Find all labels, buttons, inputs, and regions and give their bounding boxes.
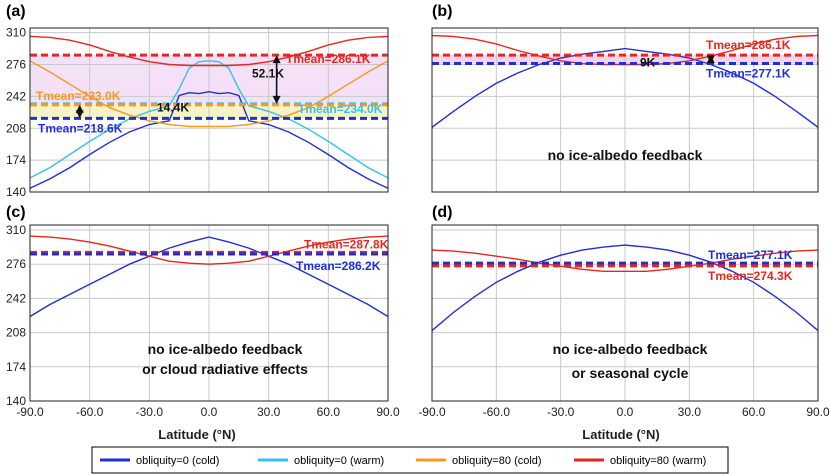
panel-label: (c) — [6, 204, 26, 221]
y-tick-label: 242 — [6, 89, 26, 103]
y-tick-label: 208 — [6, 121, 26, 135]
legend-box — [91, 446, 729, 474]
legend: obliquity=0 (cold) obliquity=0 (warm) obli… — [91, 446, 729, 474]
x-tick-label: 90.0 — [376, 405, 400, 419]
x-tick-label: -60.0 — [76, 405, 104, 419]
series-line-cold0 — [432, 47, 818, 128]
arrow-head-up — [272, 55, 281, 64]
panel-label: (a) — [6, 3, 26, 20]
annotation-text: Tmean=234.0K — [298, 102, 383, 116]
arrow-head-down — [706, 55, 715, 64]
annotation-text: 9K — [640, 55, 656, 69]
annotation-text: Tmean=277.1K — [706, 67, 791, 81]
series-line-warm0 — [30, 60, 388, 179]
series-line-cold0 — [30, 236, 388, 318]
x-tick-label: -90.0 — [16, 405, 44, 419]
legend-label: obliquity=80 (cold) — [452, 455, 542, 467]
x-tick-label: 30.0 — [257, 405, 281, 419]
annotation-text: Tmean=286.2K — [296, 259, 381, 273]
annotation-text: Tmean=218.6K — [38, 121, 123, 135]
plot-frame — [431, 224, 819, 402]
x-tick-label: -90.0 — [418, 405, 446, 419]
annotation-text: 14.4K — [157, 100, 189, 114]
panel-a: 140 174 208 242 276 310 Tmean=286.1K Tmean=233.… — [6, 3, 389, 199]
x-tick-label: 0.0 — [201, 405, 218, 419]
panel-d: -90.0 -60.0 -30.0 0.0 30.0 60.0 90.0 Tmean=277.… — [418, 204, 830, 419]
panel-label: (d) — [432, 204, 452, 221]
arrow-head-down — [75, 110, 84, 119]
arrow-head-down — [272, 95, 281, 104]
series-line-cold0 — [432, 244, 818, 332]
series-line-cold80 — [30, 60, 388, 128]
x-tick-label: -30.0 — [547, 405, 575, 419]
panel-label: (b) — [432, 3, 452, 20]
annotation-text: Tmean=286.1K — [706, 38, 791, 52]
y-tick-label: 140 — [6, 394, 26, 408]
plot-frame — [29, 224, 389, 402]
y-tick-label: 276 — [6, 58, 26, 72]
series-line-warm80 — [432, 249, 818, 272]
y-tick-label: 174 — [6, 360, 26, 374]
y-tick-label: 310 — [6, 26, 26, 40]
x-tick-label: 30.0 — [678, 405, 702, 419]
x-axis-label-right: Latitude (°N) — [582, 427, 659, 442]
x-tick-label: 60.0 — [742, 405, 766, 419]
x-axis-label-left: Latitude (°N) — [158, 427, 235, 442]
x-tick-label: -60.0 — [483, 405, 511, 419]
plot-frame — [29, 27, 389, 193]
y-tick-label: 140 — [6, 185, 26, 199]
legend-label: obliquity=0 (cold) — [136, 455, 219, 467]
x-tick-label: 90.0 — [806, 405, 830, 419]
annotation-text: Tmean=287.8K — [304, 237, 389, 251]
annotation-text: Tmean=286.1K — [286, 52, 371, 66]
series-line-warm80 — [30, 235, 388, 265]
x-tick-label: -30.0 — [136, 405, 164, 419]
y-tick-label: 208 — [6, 326, 26, 340]
y-tick-label: 174 — [6, 153, 26, 167]
annotation-text: no ice-albedo feedback — [148, 341, 303, 357]
legend-label: obliquity=80 (warm) — [610, 455, 706, 467]
annotation-text: 52.1K — [252, 67, 284, 81]
x-tick-label: 60.0 — [317, 405, 341, 419]
y-tick-label: 242 — [6, 291, 26, 305]
annotation-text: or seasonal cycle — [572, 365, 689, 381]
panel-c: 140 174 208 242 276 310 -90.0 -60.0 -30.0 0.0 30.0… — [6, 204, 400, 419]
annotation-text: Tmean=274.3K — [708, 269, 793, 283]
plot-frame — [431, 27, 819, 193]
annotation-text: or cloud radiative effects — [142, 361, 308, 377]
x-tick-label: 0.0 — [617, 405, 634, 419]
series-line-cold0 — [30, 90, 388, 189]
annotation-text: Tmean=233.0K — [36, 89, 121, 103]
legend-label: obliquity=0 (warm) — [294, 455, 384, 467]
series-line-warm80 — [30, 35, 388, 67]
y-tick-label: 310 — [6, 223, 26, 237]
y-tick-label: 276 — [6, 257, 26, 271]
annotation-text: no ice-albedo feedback — [553, 341, 708, 357]
annotation-text: Tmean=277.1K — [708, 248, 793, 262]
panel-b: Tmean=286.1K Tmean=277.1K 9K no ice-albedo … — [431, 3, 819, 193]
annotation-text: no ice-albedo feedback — [548, 147, 703, 163]
